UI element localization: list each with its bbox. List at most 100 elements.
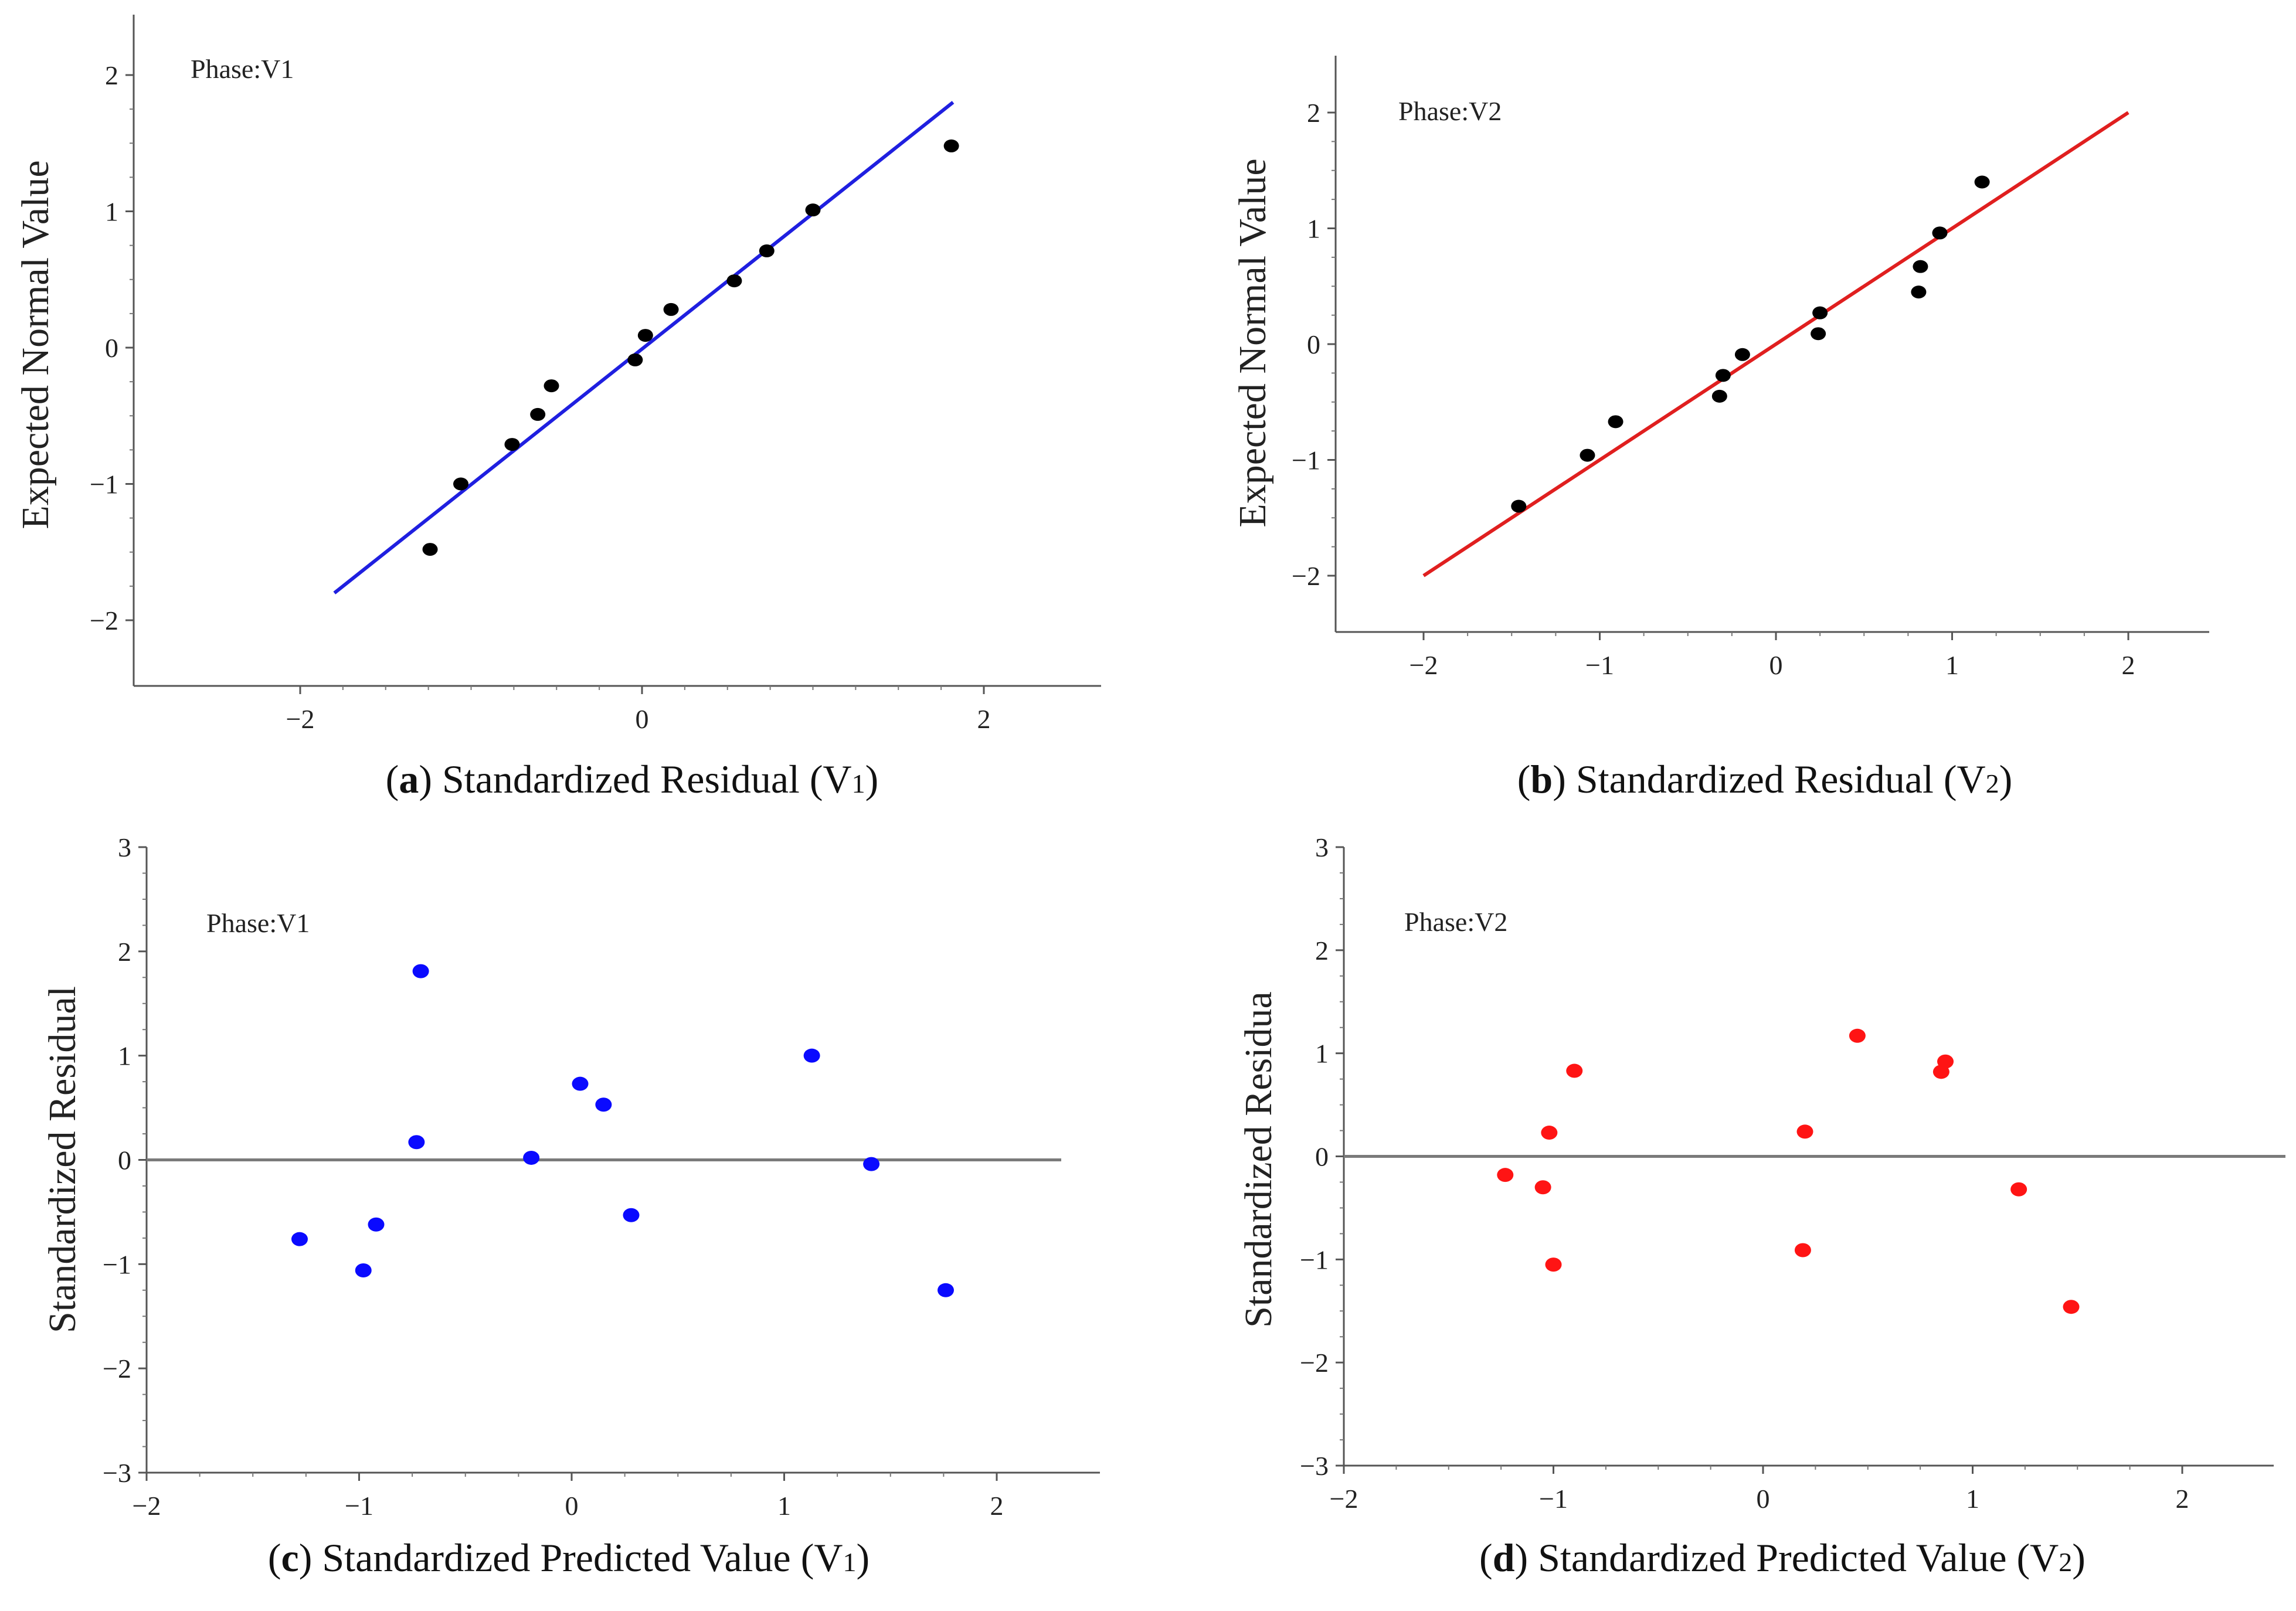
panel-d-data-point (1796, 1124, 1813, 1139)
panel-d-caption-close-paren: ) (1515, 1535, 1538, 1580)
panel-a-data-point (805, 203, 821, 217)
panel-c-y-axis-title: Standardized Residual (41, 986, 84, 1333)
panel-c-data-point (408, 1135, 425, 1150)
panel-d-x-tick-label: −2 (1330, 1484, 1358, 1514)
panel-b-y-tick-label: 0 (1307, 329, 1320, 359)
panel-b-data-point (1511, 499, 1527, 513)
panel-a-x-tick-label: 0 (636, 704, 649, 734)
panel-c-y-tick-label: 0 (118, 1146, 131, 1175)
panel-a-caption: (a) Standardized Residual (V1) (386, 757, 879, 801)
panel-c-caption-sub: 1 (843, 1547, 856, 1577)
panel-a-x-tick-label: 2 (977, 704, 991, 734)
panel-a-caption-text: Standardized Residual (V (442, 757, 852, 801)
panel-c-data-point (523, 1150, 540, 1165)
panel-a-data-point (504, 438, 520, 451)
panel-c-data-point (595, 1097, 612, 1112)
panel-d-x-tick-label: 2 (2176, 1484, 2189, 1514)
panel-b-data-point (1911, 286, 1927, 299)
panel-c-caption-letter: c (281, 1535, 299, 1580)
panel-b-data-point (1932, 226, 1948, 240)
panel-b-caption: (b) Standardized Residual (V2) (1517, 757, 2013, 801)
panel-b-data-point (1734, 348, 1750, 361)
panel-d-data-point (1794, 1243, 1811, 1257)
panel-d-y-axis-title: Standardized Residua (1237, 991, 1280, 1328)
panel-c-caption: (c) Standardized Predicted Value (V1) (268, 1535, 870, 1580)
panel-a-y-tick-label: −1 (90, 470, 118, 499)
panel-b-caption-close-paren: ) (1553, 757, 1576, 801)
panel-c-x-tick-label: −2 (133, 1491, 161, 1521)
panel-d-data-point (1534, 1180, 1551, 1195)
panel-a-y-tick-label: 1 (105, 197, 118, 227)
panel-a-fit-line (333, 101, 955, 594)
panel-b: Phase:V2 Expected Normal Value (b) Stand… (1231, 56, 2209, 801)
panel-d-caption-open: ( (1479, 1535, 1493, 1580)
panel-c-phase-label: Phase:V1 (206, 908, 310, 938)
panel-c-y-tick-label: −2 (103, 1354, 131, 1384)
panel-b-phase-label: Phase:V2 (1398, 96, 1502, 126)
panel-b-x-tick-label: 0 (1769, 650, 1783, 680)
panel-d-x-tick-label: −1 (1539, 1484, 1568, 1514)
panel-c: Phase:V1 Standardized Residual (c) Stand… (41, 832, 1100, 1580)
panel-b-x-tick-label: −1 (1585, 650, 1614, 680)
panel-c-y-tick-label: −1 (103, 1249, 131, 1279)
panel-c-data-point (412, 964, 429, 978)
panel-a: Phase:V1 Expected Normal Value (a) Stand… (14, 15, 1101, 801)
panel-a-caption-close-paren: ) (419, 757, 442, 801)
panel-b-y-tick-label: −2 (1292, 561, 1320, 591)
panel-d-phase-label: Phase:V2 (1404, 907, 1507, 937)
panel-d: Phase:V2 Standardized Residua (d) Standa… (1237, 832, 2285, 1580)
panel-b-data-point (1811, 327, 1826, 341)
panel-a-data-point (663, 303, 679, 316)
panel-c-data-point (863, 1157, 880, 1171)
panel-c-x-tick-label: −1 (345, 1491, 373, 1521)
panel-b-data-point (1711, 389, 1727, 403)
panel-c-caption-open: ( (268, 1535, 281, 1580)
panel-c-data-point (938, 1283, 954, 1297)
panel-c-y-tick-label: 1 (118, 1041, 131, 1071)
panel-d-data-point (2063, 1300, 2080, 1314)
panel-b-data-point (1715, 369, 1731, 382)
panel-a-data-point (726, 274, 742, 288)
panel-d-data-point (1497, 1168, 1514, 1182)
panel-d-x-tick-label: 1 (1966, 1484, 1979, 1514)
panel-a-data-point (759, 244, 775, 257)
panel-d-caption-text: Standardized Predicted Value (V (1538, 1535, 2059, 1580)
panel-b-caption-text: Standardized Residual (V (1576, 757, 1986, 801)
panel-d-y-tick-label: −1 (1300, 1245, 1329, 1274)
panel-d-y-tick-label: 1 (1315, 1039, 1329, 1069)
panel-a-data-point (544, 379, 559, 393)
panel-b-caption-open: ( (1517, 757, 1531, 801)
panel-a-data-point (627, 353, 643, 366)
panel-b-caption-letter: b (1530, 757, 1553, 801)
panel-c-x-tick-label: 1 (777, 1491, 791, 1521)
panel-c-data-point (623, 1208, 640, 1222)
panel-d-y-tick-label: 0 (1315, 1142, 1329, 1172)
panel-b-y-tick-label: −1 (1292, 446, 1320, 475)
panel-d-y-tick-label: 2 (1315, 936, 1329, 966)
panel-d-data-point (2010, 1182, 2027, 1197)
panel-b-x-tick-label: −2 (1409, 650, 1438, 680)
panel-b-data-point (1812, 306, 1828, 320)
panel-a-y-axis-title: Expected Normal Value (14, 160, 57, 529)
panel-d-y-tick-label: 3 (1315, 832, 1329, 862)
panel-c-caption-close-paren: ) (299, 1535, 322, 1580)
panel-a-y-tick-label: −2 (90, 606, 118, 635)
panel-c-x-tick-label: 2 (990, 1491, 1004, 1521)
panel-a-phase-label: Phase:V1 (191, 54, 294, 84)
panel-d-data-point (1566, 1063, 1583, 1078)
panel-d-caption-end: ) (2072, 1535, 2086, 1580)
panel-d-y-tick-label: −3 (1300, 1451, 1329, 1481)
panel-b-data-point (1913, 260, 1928, 273)
panel-b-x-tick-label: 2 (2122, 650, 2135, 680)
panel-d-data-point (1541, 1126, 1558, 1140)
panel-c-data-point (803, 1048, 820, 1063)
panel-d-y-tick-label: −2 (1300, 1348, 1329, 1378)
panel-a-data-point (530, 407, 546, 421)
panel-a-y-tick-label: 0 (105, 333, 118, 363)
panel-b-caption-end: ) (1999, 757, 2013, 801)
panel-b-data-point (1608, 415, 1623, 429)
panel-a-x-tick-label: −2 (286, 704, 315, 734)
panel-c-y-tick-label: 2 (118, 937, 131, 967)
panel-a-caption-open: ( (386, 757, 399, 801)
